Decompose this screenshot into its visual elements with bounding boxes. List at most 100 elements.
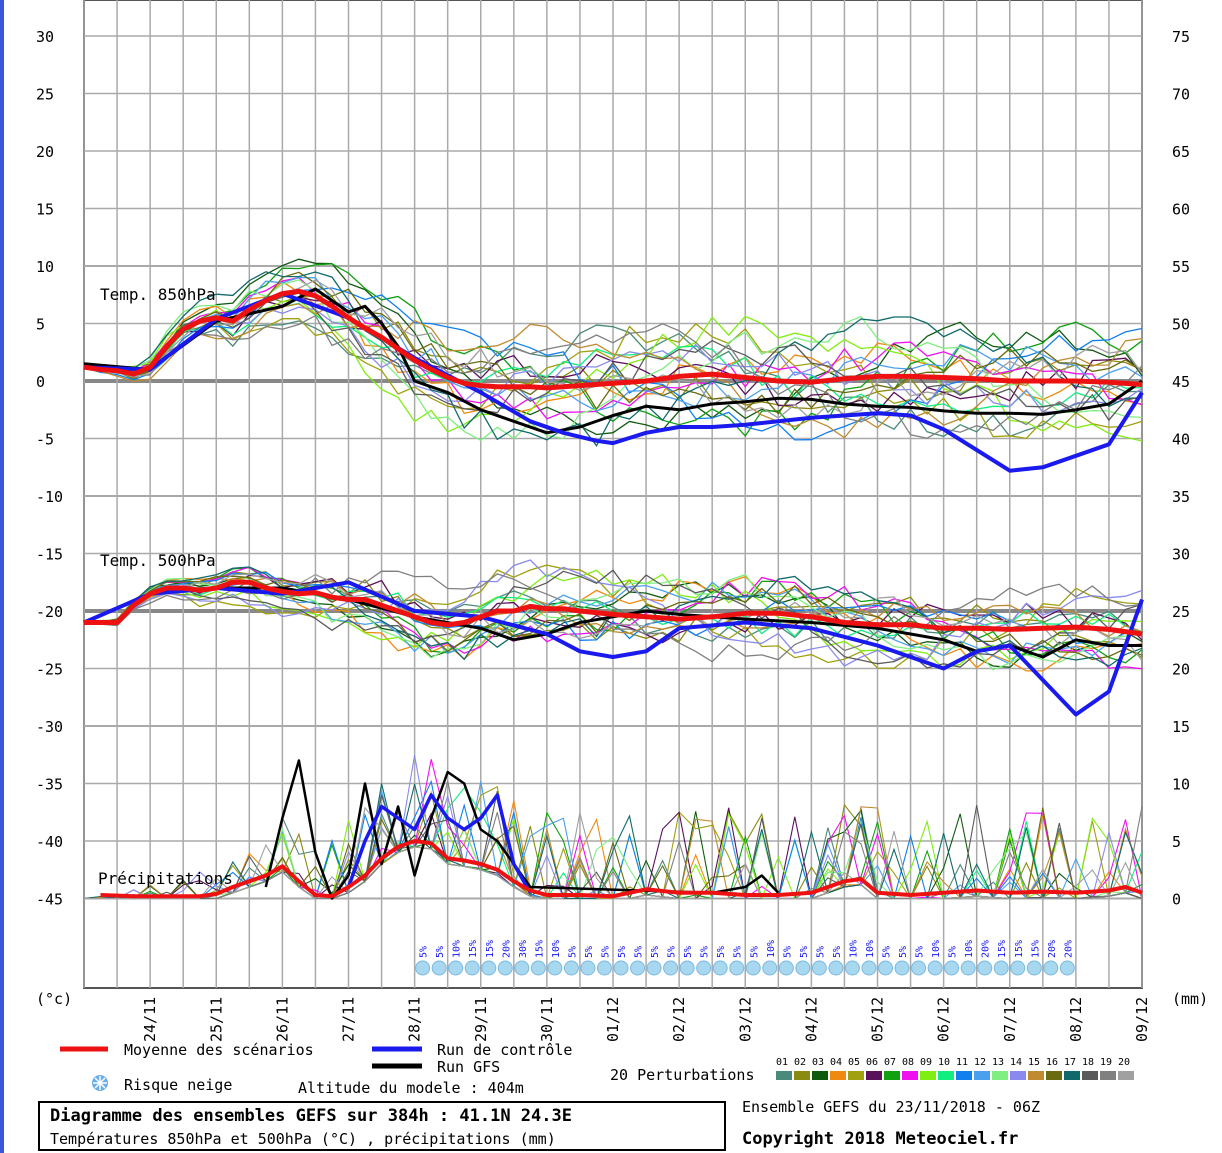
snow-risk-label: 5% — [815, 946, 826, 958]
perturbation-13-t850 — [83, 279, 1143, 442]
perturbation-swatch — [884, 1071, 900, 1080]
x-tick-label: 27/11 — [340, 997, 358, 1042]
snow-risk-label: 15% — [997, 940, 1008, 958]
snow-risk-label: 20% — [501, 940, 512, 958]
perturbation-id-label: 07 — [884, 1057, 896, 1068]
x-tick-label: 29/11 — [472, 997, 490, 1042]
perturbation-id-label: 05 — [848, 1057, 860, 1068]
snow-risk-label: 20% — [1063, 940, 1074, 958]
snowflake-icon — [762, 960, 778, 976]
perturbation-id-label: 17 — [1064, 1057, 1076, 1068]
perturbation-id-label: 09 — [920, 1057, 932, 1068]
perturbation-swatch — [776, 1071, 792, 1080]
snow-risk-label: 5% — [749, 946, 760, 958]
right-tick-label: 25 — [1172, 603, 1190, 621]
perturbation-03-t850 — [83, 258, 1143, 436]
snowflake-icon — [464, 960, 480, 976]
snowflake-icon — [1043, 960, 1059, 976]
snow-risk-strip: 5% 5% 10% 15% 15% 20% 30% 15% 10% 5% 5% 5% 5% 5% 5% 5% 5… — [415, 940, 1075, 976]
chart-title: Diagramme des ensembles GEFS sur 384h : … — [50, 1106, 572, 1126]
right-axis-unit: (mm) — [1172, 990, 1208, 1008]
left-tick-label: -5 — [36, 431, 54, 449]
main-series-lines — [83, 287, 1144, 900]
perturbation-swatch — [938, 1071, 954, 1080]
snowflake-icon — [745, 960, 761, 976]
snow-risk-label: 5% — [832, 946, 843, 958]
perturbation-01-t850 — [83, 320, 1143, 438]
x-tick-label: 08/12 — [1067, 997, 1085, 1042]
right-tick-label: 15 — [1172, 718, 1190, 736]
snow-risk-label: 15% — [468, 940, 479, 958]
snow-risk-label: 10% — [452, 940, 463, 958]
panel-label-precip: Précipitations — [98, 869, 233, 888]
snowflake-icon — [679, 960, 695, 976]
snowflake-icon — [960, 960, 976, 976]
perturbation-id-label: 14 — [1010, 1057, 1022, 1068]
snowflake-icon — [92, 1075, 108, 1091]
snow-risk-label: 5% — [667, 946, 678, 958]
perturbation-id-label: 11 — [956, 1057, 968, 1068]
snow-risk-label: 5% — [882, 946, 893, 958]
snow-risk-label: 10% — [865, 940, 876, 958]
x-tick-label: 04/12 — [802, 997, 820, 1042]
right-tick-label: 60 — [1172, 201, 1190, 219]
run-info: Ensemble GEFS du 23/11/2018 - 06Z — [742, 1098, 1041, 1116]
legend-mean-label: Moyenne des scénarios — [124, 1041, 314, 1059]
snow-risk-label: 5% — [634, 946, 645, 958]
perturbation-20-t500 — [83, 573, 1143, 661]
x-tick-label: 30/11 — [538, 997, 556, 1042]
perturbation-id-label: 04 — [830, 1057, 842, 1068]
snow-risk-label: 5% — [898, 946, 909, 958]
x-tick-label: 26/11 — [273, 997, 291, 1042]
snowflake-icon — [514, 960, 530, 976]
perturbation-15-t850 — [83, 303, 1143, 439]
x-tick-label: 01/12 — [604, 997, 622, 1042]
snowflake-icon — [993, 960, 1009, 976]
perturbation-18-t500 — [83, 569, 1143, 669]
window-edge — [0, 0, 4, 1153]
snowflake-icon — [481, 960, 497, 976]
snow-risk-label: 5% — [419, 946, 430, 958]
snow-risk-label: 5% — [700, 946, 711, 958]
perturbation-swatch — [1046, 1071, 1062, 1080]
perturbation-swatch — [974, 1071, 990, 1080]
snow-risk-label: 10% — [848, 940, 859, 958]
right-tick-label: 45 — [1172, 373, 1190, 391]
perturbation-swatch — [830, 1071, 846, 1080]
perturbation-swatch — [812, 1071, 828, 1080]
snow-risk-label: 5% — [716, 946, 727, 958]
x-tick-label: 25/11 — [207, 997, 225, 1042]
snowflake-icon — [811, 960, 827, 976]
right-tick-label: 35 — [1172, 488, 1190, 506]
snowflake-icon — [778, 960, 794, 976]
perturbation-12-t850 — [83, 276, 1143, 412]
title-box: Diagramme des ensembles GEFS sur 384h : … — [38, 1101, 726, 1151]
left-tick-label: 5 — [36, 316, 45, 334]
snow-risk-label: 10% — [964, 940, 975, 958]
chart-subtitle: Températures 850hPa et 500hPa (°C) , pré… — [50, 1130, 556, 1148]
perturbation-id-label: 16 — [1046, 1057, 1058, 1068]
snowflake-icon — [729, 960, 745, 976]
perturbation-id-label: 18 — [1082, 1057, 1094, 1068]
snowflake-icon — [828, 960, 844, 976]
snow-risk-label: 10% — [931, 940, 942, 958]
snow-risk-label: 5% — [915, 946, 926, 958]
left-axis-unit: (°c) — [36, 990, 72, 1008]
x-tick-label: 07/12 — [1001, 997, 1019, 1042]
snowflake-icon — [977, 960, 993, 976]
right-tick-label: 75 — [1172, 28, 1190, 46]
x-tick-label: 05/12 — [869, 997, 887, 1042]
perturbation-id-label: 03 — [812, 1057, 824, 1068]
perturbation-04-t850 — [83, 280, 1143, 415]
left-tick-label: 25 — [36, 86, 54, 104]
snow-risk-label: 20% — [1047, 940, 1058, 958]
snowflake-icon — [911, 960, 927, 976]
legend: Moyenne des scénarios Run de contrôle Ru… — [60, 1041, 1134, 1097]
perturbation-id-label: 10 — [938, 1057, 950, 1068]
snow-risk-label: 5% — [683, 946, 694, 958]
snowflake-icon — [944, 960, 960, 976]
perturbation-swatch — [992, 1071, 1008, 1080]
left-tick-label: 0 — [36, 373, 45, 391]
